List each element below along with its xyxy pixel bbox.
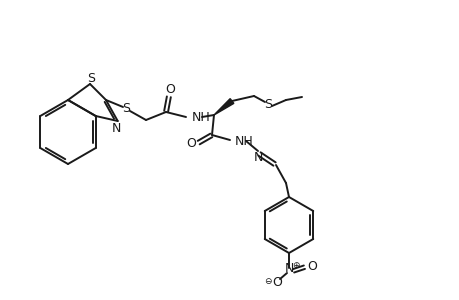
Text: S: S [263,98,271,110]
Text: S: S [87,71,95,85]
Text: S: S [122,101,130,115]
Text: N: N [112,122,121,134]
Text: O: O [185,136,196,149]
Text: O: O [307,260,316,274]
Text: N: N [253,151,262,164]
Text: N: N [284,262,293,275]
Text: NH: NH [191,110,210,124]
Text: O: O [165,82,174,95]
Text: O: O [271,277,281,290]
Polygon shape [213,99,233,115]
Text: ⊖: ⊖ [263,277,271,286]
Text: ⊕: ⊕ [291,262,299,271]
Text: NH: NH [235,134,253,148]
